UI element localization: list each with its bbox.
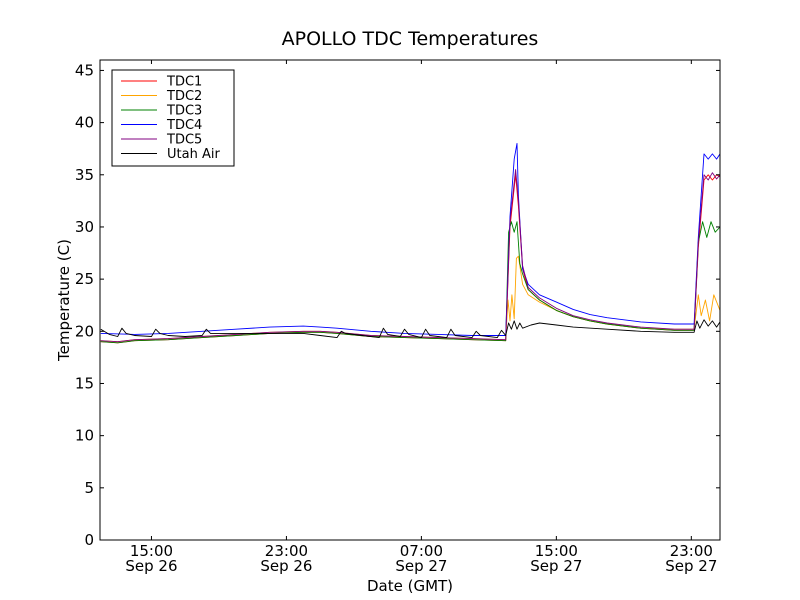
y-tick-label: 45: [75, 61, 94, 79]
series-lines: [100, 143, 721, 344]
x-axis-label: Date (GMT): [367, 577, 453, 595]
x-tick-date-label: Sep 27: [530, 557, 582, 575]
chart-title: APOLLO TDC Temperatures: [282, 28, 539, 50]
y-axis-label: Temperature (C): [55, 239, 73, 362]
y-tick-label: 5: [84, 479, 94, 497]
y-tick-label: 40: [75, 114, 94, 132]
x-tick-date-label: Sep 27: [665, 557, 717, 575]
plot-frame: [99, 59, 721, 541]
legend-label: Utah Air: [167, 147, 220, 162]
y-tick-label: 25: [75, 270, 94, 288]
legend-label: TDC4: [166, 118, 202, 133]
x-tick-time-label: 23:00: [265, 542, 308, 560]
x-tick-time-label: 15:00: [130, 542, 173, 560]
x-tick-time-label: 07:00: [400, 542, 443, 560]
series-line-utah-air: [100, 319, 721, 339]
x-tick-time-label: 23:00: [670, 542, 713, 560]
x-tick-date-label: Sep 27: [395, 557, 447, 575]
legend-label: TDC5: [166, 133, 202, 148]
y-tick-label: 30: [75, 218, 94, 236]
y-tick-label: 20: [75, 322, 94, 340]
x-tick-date-label: Sep 26: [125, 557, 177, 575]
legend-label: TDC3: [166, 104, 202, 119]
y-axis-ticks: 0 5 10 15 20 25 30 35 40 45: [75, 61, 720, 549]
x-tick-time-label: 15:00: [535, 542, 578, 560]
x-tick-date-label: Sep 26: [260, 557, 312, 575]
y-tick-label: 10: [75, 427, 94, 445]
y-tick-label: 0: [84, 531, 94, 549]
legend-label: TDC2: [166, 89, 202, 104]
legend-box: [111, 69, 235, 167]
y-tick-label: 35: [75, 166, 94, 184]
legend-label: TDC1: [166, 75, 202, 90]
y-tick-label: 15: [75, 374, 94, 392]
